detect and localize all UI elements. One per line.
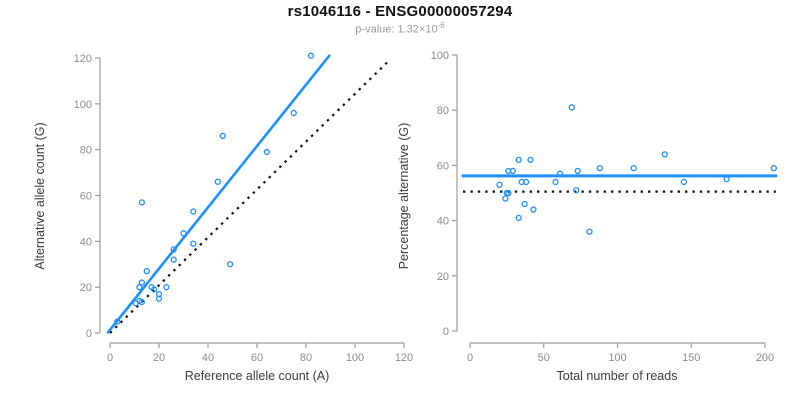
data-point [515, 214, 522, 221]
x-tick-label: 100 [346, 352, 364, 364]
p-value-text: p-value: 1.32×10 [355, 23, 438, 36]
x-tick-label: 50 [538, 352, 550, 364]
data-point [505, 189, 512, 197]
x-tick-label: 120 [395, 352, 413, 364]
y-tick-label: 0 [86, 328, 92, 340]
data-point [723, 176, 730, 183]
x-tick-label: 20 [153, 352, 165, 364]
p-value-subtitle: p-value: 1.32×10-6 [0, 21, 800, 36]
y-tick-label: 0 [443, 326, 449, 338]
data-point [263, 148, 270, 156]
regression-line [106, 54, 331, 334]
data-point [163, 284, 170, 291]
data-point [219, 132, 226, 140]
y-tick-label: 80 [80, 145, 92, 157]
y-axis-title: Percentage alternative (G) [397, 123, 411, 270]
y-tick-label: 100 [431, 50, 449, 62]
data-point [155, 295, 163, 302]
y-axis-title: Alternative allele count (G) [33, 122, 47, 269]
data-point [515, 156, 522, 164]
allele-counts-plot: 0 20 40 60 80 100 120 0 20 40 60 80 100 120 Reference … [33, 52, 413, 383]
data-point [114, 318, 121, 325]
data-point [143, 267, 150, 275]
data-point [552, 178, 559, 186]
x-tick-label: 80 [300, 352, 312, 364]
identity-dotted-line [109, 59, 391, 334]
data-point [290, 109, 297, 117]
data-point [190, 208, 197, 215]
x-tick-label: 60 [251, 352, 263, 364]
y-tick-label: 60 [80, 191, 92, 203]
page-title: rs1046116 - ENSG00000057294 [287, 3, 513, 20]
p-value-exponent: -6 [437, 21, 445, 30]
data-point [527, 156, 534, 164]
data-point [190, 240, 197, 247]
data-point [170, 256, 177, 263]
y-tick-label: 20 [437, 271, 449, 283]
x-axis-title: Reference allele count (A) [185, 369, 330, 383]
data-point [150, 286, 158, 293]
data-point [574, 167, 581, 175]
x-tick-label: 0 [107, 352, 113, 364]
x-tick-label: 100 [608, 352, 626, 364]
data-point [568, 104, 575, 111]
data-point [630, 165, 637, 172]
data-point [509, 167, 516, 175]
data-point [680, 178, 688, 186]
y-tick-label: 120 [74, 53, 92, 65]
x-tick-label: 150 [682, 352, 700, 364]
y-tick-label: 80 [437, 105, 449, 117]
y-tick-label: 40 [437, 216, 449, 228]
data-point [530, 206, 537, 213]
data-point [214, 178, 221, 185]
y-tick-label: 60 [437, 160, 449, 172]
data-point [586, 228, 593, 235]
data-point [502, 195, 509, 202]
data-point [226, 261, 234, 268]
data-point [138, 279, 146, 286]
data-point [522, 178, 530, 186]
data-point [138, 298, 146, 306]
y-tick-label: 20 [80, 282, 92, 294]
data-point [496, 181, 503, 188]
y-tick-label: 40 [80, 236, 92, 248]
data-point [307, 52, 315, 59]
x-axis-title: Total number of reads [557, 369, 678, 383]
data-point [556, 170, 564, 177]
x-tick-label: 0 [467, 352, 473, 364]
data-point [661, 151, 668, 158]
data-point [596, 165, 603, 172]
x-tick-label: 40 [202, 352, 214, 364]
data-point [521, 200, 528, 208]
x-tick-label: 200 [756, 352, 774, 364]
data-point [136, 284, 143, 291]
data-point [170, 246, 177, 253]
percentage-plot: 0 20 40 60 80 100 0 50 100 150 200 Total number of … [397, 50, 778, 383]
data-point [770, 165, 777, 172]
data-point [180, 230, 187, 237]
data-point [573, 187, 580, 194]
y-tick-label: 100 [74, 99, 92, 111]
data-point [138, 199, 146, 206]
